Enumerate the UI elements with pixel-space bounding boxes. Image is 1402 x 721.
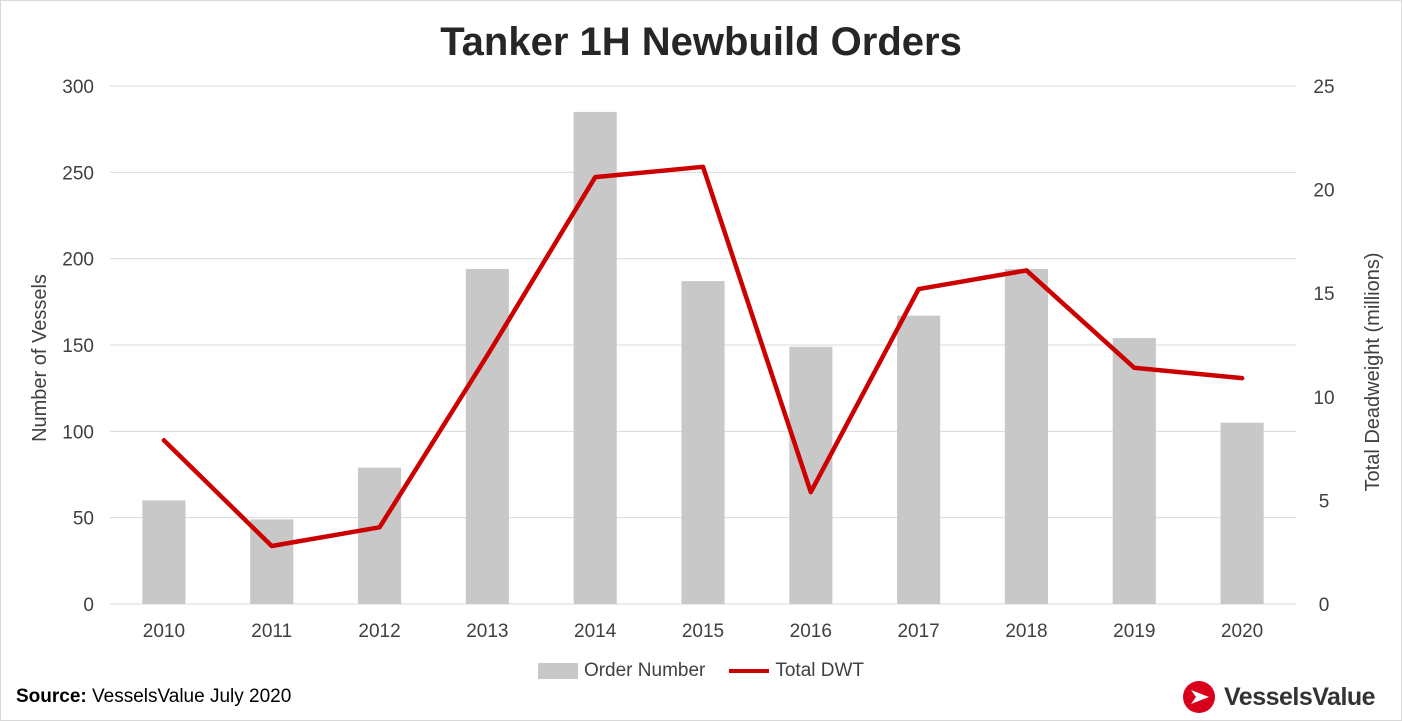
left-tick-50: 50 [73,509,94,530]
logo-icon [1183,681,1215,713]
x-tick-2020: 2020 [1221,621,1263,642]
left-tick-200: 200 [62,250,94,271]
left-axis-ticks: 0 50 100 150 200 250 300 [62,77,94,616]
source-note: Source: VesselsValue July 2020 [16,686,291,708]
bar-2017 [897,315,941,604]
right-tick-25: 25 [1313,77,1334,98]
x-tick-2011: 2011 [251,621,292,642]
chart-title: Tanker 1H Newbuild Orders [440,20,962,64]
source-label: Source: [16,686,87,707]
legend: Order Number Total DWT [0,660,1402,682]
bar-2010 [142,500,186,604]
right-axis-label: Total Deadweight (millions) [1362,253,1384,492]
bar-2014 [573,111,617,605]
legend-item-total-dwt: Total DWT [729,660,864,682]
bar-series [142,111,1264,605]
legend-label-total-dwt: Total DWT [775,660,865,681]
x-axis-ticks: 2010 2011 2012 2013 2014 2015 2016 2017 2018 2019… [143,621,1263,642]
left-tick-0: 0 [83,595,94,616]
right-tick-10: 10 [1313,388,1334,409]
x-tick-2016: 2016 [790,621,832,642]
bar-2018 [1004,269,1049,604]
left-tick-150: 150 [62,336,94,357]
vesselsvalue-logo: VesselsValue [1182,680,1376,714]
x-tick-2017: 2017 [897,621,939,642]
left-tick-100: 100 [62,422,94,443]
bar-2012 [357,467,402,604]
x-tick-2010: 2010 [143,621,185,642]
bar-2015 [681,281,725,604]
x-tick-2013: 2013 [466,621,508,642]
x-tick-2019: 2019 [1113,621,1155,642]
right-tick-0: 0 [1319,595,1330,616]
bar-2020 [1220,422,1264,604]
legend-label-order-number: Order Number [583,660,706,681]
legend-swatch-bar [537,663,578,679]
legend-swatch-line [729,669,770,673]
bar-2016 [789,346,833,604]
left-axis-label: Number of Vessels [29,274,51,442]
right-tick-15: 15 [1313,284,1334,305]
right-tick-20: 20 [1313,181,1334,202]
x-tick-2012: 2012 [358,621,400,642]
logo-text: VesselsValue [1224,682,1376,711]
line-series [161,164,1245,549]
x-tick-2015: 2015 [682,621,724,642]
x-tick-2014: 2014 [574,621,617,642]
right-tick-5: 5 [1319,491,1330,512]
x-tick-2018: 2018 [1005,621,1047,642]
bar-2019 [1112,338,1156,604]
source-text: VesselsValue July 2020 [92,686,292,707]
left-tick-300: 300 [62,77,94,98]
legend-item-order-number: Order Number [537,660,706,682]
bar-2013 [465,269,509,604]
left-tick-250: 250 [62,163,94,184]
right-axis-ticks: 0 5 10 15 20 25 [1313,77,1334,616]
